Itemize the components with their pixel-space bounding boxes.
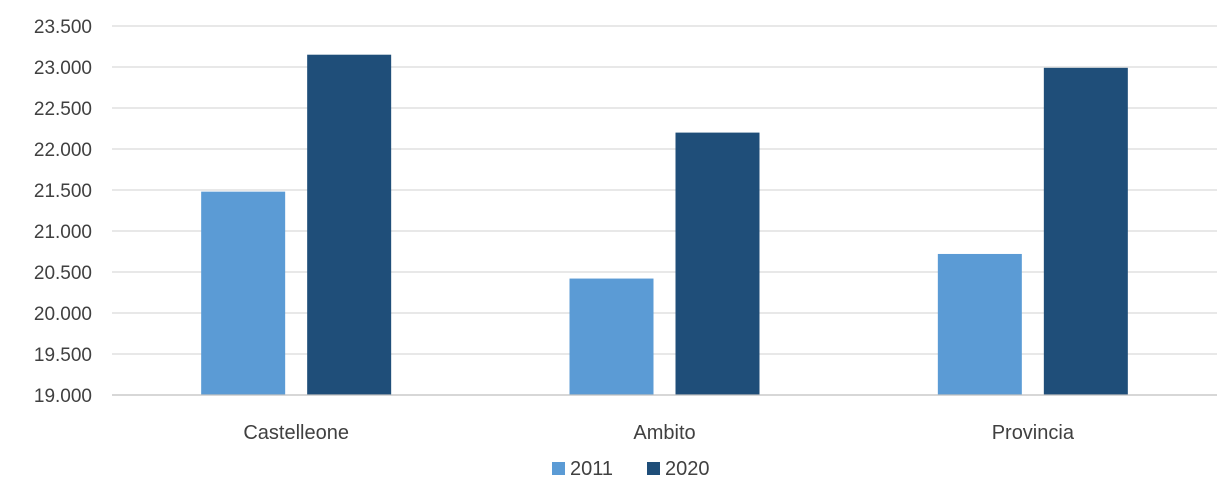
y-tick-label: 22.500 xyxy=(34,99,92,120)
bars xyxy=(201,54,1128,395)
y-tick-label: 21.500 xyxy=(34,181,92,202)
y-tick-label: 19.000 xyxy=(34,386,92,407)
bar-ambito-2020 xyxy=(675,132,760,395)
x-category-label: Castelleone xyxy=(243,422,349,444)
bar-castelleone-2011 xyxy=(201,191,286,395)
legend-label-2011: 2011 xyxy=(570,458,613,480)
x-category-label: Provincia xyxy=(992,422,1075,444)
y-tick-label: 23.500 xyxy=(34,17,92,38)
y-tick-label: 19.500 xyxy=(34,345,92,366)
x-axis-category-labels: Castelleone Ambito Provincia xyxy=(243,422,1074,444)
y-tick-label: 21.000 xyxy=(34,222,92,243)
legend-swatch-2020 xyxy=(647,462,660,475)
y-tick-label: 20.000 xyxy=(34,304,92,325)
bar-ambito-2011 xyxy=(569,278,654,395)
bar-provincia-2020 xyxy=(1043,67,1128,395)
bar-provincia-2011 xyxy=(937,253,1022,395)
y-tick-label: 23.000 xyxy=(34,58,92,79)
legend-label-2020: 2020 xyxy=(665,458,710,480)
y-axis-tick-labels: 19.000 19.500 20.000 20.500 21.000 21.500 22.0… xyxy=(34,17,92,407)
legend: 2011 2020 xyxy=(552,458,710,480)
y-tick-label: 20.500 xyxy=(34,263,92,284)
bar-castelleone-2020 xyxy=(307,54,392,395)
gridlines xyxy=(112,25,1217,355)
y-tick-label: 22.000 xyxy=(34,140,92,161)
legend-swatch-2011 xyxy=(552,462,565,475)
x-category-label: Ambito xyxy=(633,422,695,444)
